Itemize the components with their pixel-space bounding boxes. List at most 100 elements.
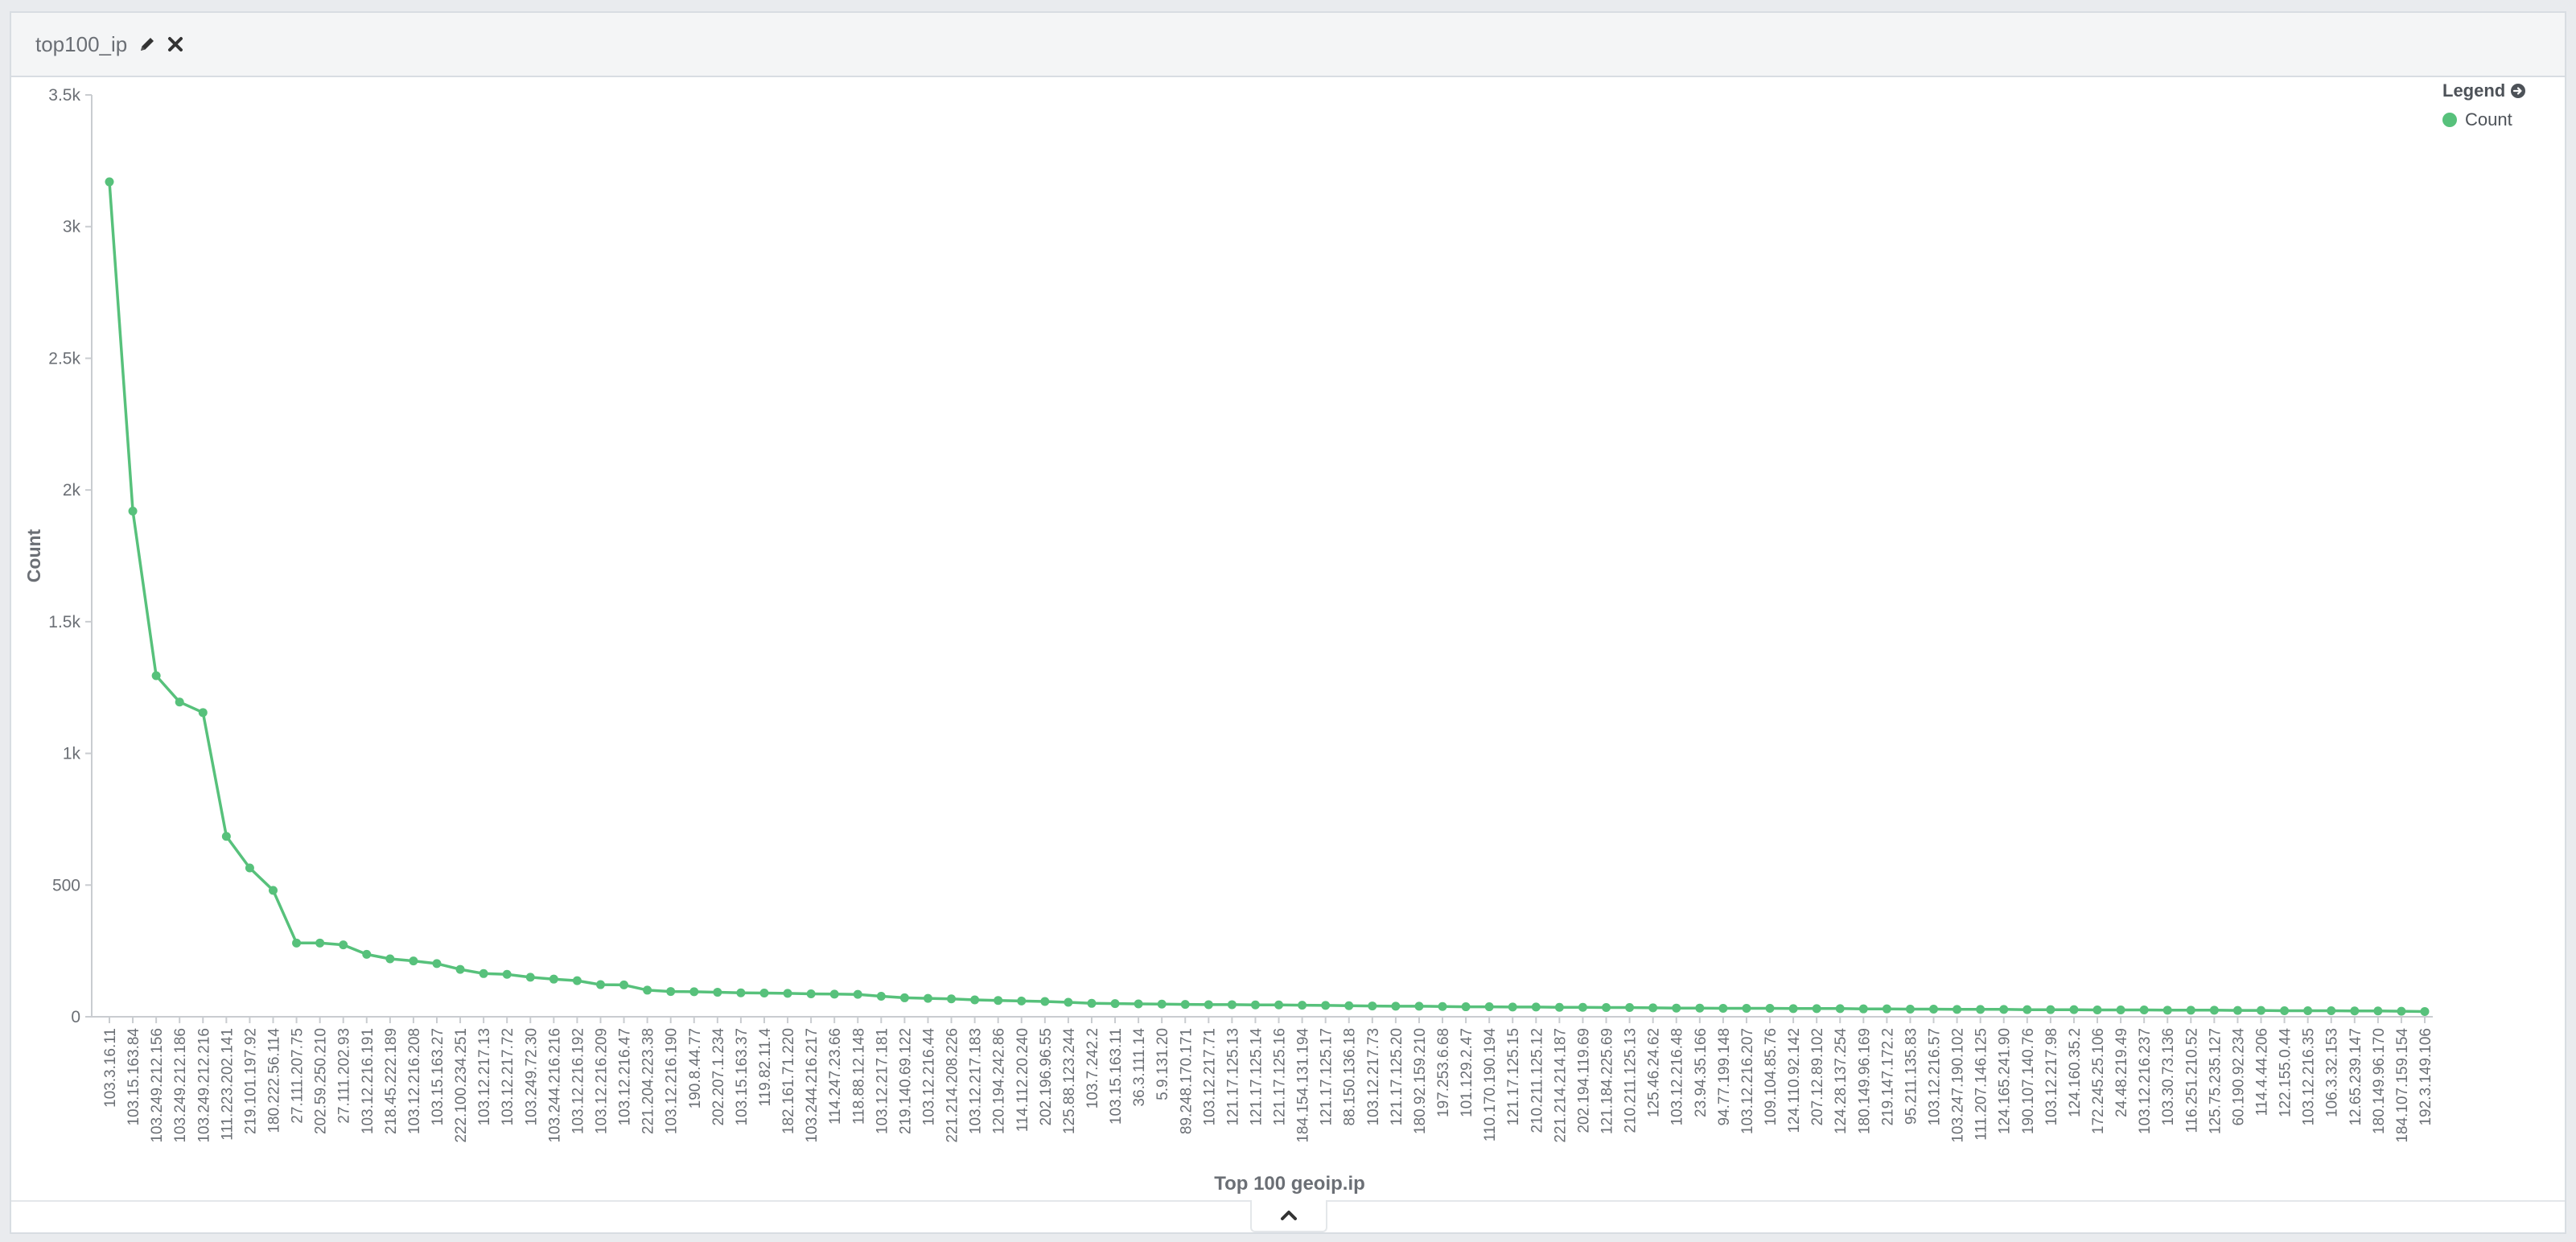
data-point bbox=[362, 949, 372, 959]
x-tick-label: 121.17.125.15 bbox=[1505, 1028, 1522, 1126]
x-tick-label: 24.48.219.49 bbox=[2113, 1028, 2130, 1117]
data-point bbox=[595, 980, 605, 989]
x-tick-label: 103.12.217.72 bbox=[500, 1028, 516, 1126]
x-tick-label: 124.165.241.90 bbox=[1997, 1028, 2014, 1134]
x-tick-label: 36.3.111.14 bbox=[1131, 1028, 1148, 1107]
x-tick-label: 103.12.216.191 bbox=[360, 1028, 377, 1134]
data-point bbox=[1321, 1001, 1331, 1010]
x-tick-label: 103.12.216.208 bbox=[406, 1028, 423, 1134]
x-tick-label: 103.15.163.84 bbox=[126, 1028, 142, 1126]
data-point bbox=[1040, 997, 1050, 1006]
data-point bbox=[2209, 1006, 2219, 1015]
data-point bbox=[2023, 1005, 2032, 1014]
visualization-panel: top100_ip 0 500 1k 1.5k 2k 2.5k 3k 3.5k Count 103… bbox=[10, 11, 2566, 1234]
x-tick-label: 103.12.216.237 bbox=[2137, 1028, 2154, 1134]
data-point bbox=[1672, 1003, 1681, 1013]
y-tick-label: 2.5k bbox=[48, 349, 80, 368]
data-point bbox=[572, 976, 582, 985]
data-point bbox=[455, 964, 465, 974]
data-point bbox=[151, 671, 161, 681]
data-point bbox=[128, 506, 138, 516]
x-tick-label: 103.12.216.48 bbox=[1669, 1028, 1686, 1126]
x-tick-label: 219.101.197.92 bbox=[242, 1028, 259, 1134]
data-point bbox=[432, 959, 442, 969]
x-tick-label: 121.17.125.20 bbox=[1389, 1028, 1405, 1126]
data-point bbox=[1484, 1002, 1494, 1012]
y-tick-label: 3.5k bbox=[48, 86, 80, 105]
x-tick-label: 202.196.96.55 bbox=[1038, 1028, 1055, 1126]
data-point bbox=[2046, 1005, 2055, 1014]
x-tick-label: 103.12.216.44 bbox=[920, 1028, 937, 1126]
x-tick-label: 125.75.235.127 bbox=[2207, 1028, 2224, 1134]
x-tick-label: 88.150.136.18 bbox=[1342, 1028, 1359, 1126]
data-point bbox=[1718, 1004, 1728, 1014]
x-tick-label: 118.88.12.148 bbox=[850, 1028, 867, 1125]
x-tick-label: 221.214.214.187 bbox=[1552, 1028, 1569, 1143]
arrow-circle-right-icon[interactable] bbox=[2510, 83, 2526, 99]
legend-header[interactable]: Legend bbox=[2442, 80, 2526, 101]
data-point bbox=[1508, 1002, 1517, 1012]
x-tick-label: 121.184.225.69 bbox=[1599, 1028, 1616, 1134]
x-tick-label: 210.211.125.13 bbox=[1623, 1028, 1640, 1133]
data-point bbox=[339, 940, 348, 950]
x-tick-label: 122.155.0.44 bbox=[2278, 1028, 2294, 1117]
x-tick-label: 116.251.210.52 bbox=[2183, 1028, 2200, 1133]
data-point bbox=[2303, 1006, 2313, 1015]
data-point bbox=[1274, 1000, 1284, 1010]
data-point bbox=[479, 969, 488, 978]
x-tick-label: 95.211.135.83 bbox=[1903, 1028, 1920, 1125]
data-point bbox=[1554, 1002, 1564, 1012]
x-tick-label: 103.244.216.217 bbox=[804, 1028, 821, 1143]
x-tick-label: 23.94.35.166 bbox=[1693, 1028, 1710, 1117]
data-point bbox=[1368, 1001, 1377, 1011]
data-point bbox=[1344, 1001, 1354, 1010]
data-point bbox=[899, 993, 909, 1002]
x-tick-label: 103.12.216.207 bbox=[1739, 1028, 1756, 1134]
x-tick-label: 27.111.202.93 bbox=[336, 1028, 353, 1124]
pencil-icon[interactable] bbox=[138, 35, 156, 53]
data-point bbox=[2280, 1006, 2290, 1015]
data-point bbox=[2373, 1006, 2383, 1016]
x-tick-label: 103.244.216.216 bbox=[546, 1028, 563, 1143]
x-tick-label: 106.3.32.153 bbox=[2324, 1028, 2341, 1117]
x-tick-label: 121.17.125.14 bbox=[1248, 1028, 1265, 1126]
collapse-toggle-button[interactable] bbox=[1250, 1200, 1327, 1232]
data-point bbox=[1999, 1005, 2009, 1014]
y-tick-label: 1k bbox=[63, 745, 81, 763]
data-point bbox=[1625, 1003, 1635, 1013]
data-point bbox=[1648, 1003, 1658, 1013]
data-point bbox=[1812, 1004, 1821, 1014]
legend-item-count[interactable]: Count bbox=[2442, 109, 2512, 130]
data-point bbox=[1882, 1004, 1891, 1014]
y-tick-label: 2k bbox=[63, 481, 81, 500]
x-tick-label: 124.110.92.142 bbox=[1786, 1028, 1803, 1133]
x-tick-label: 190.107.140.76 bbox=[2020, 1028, 2037, 1134]
x-tick-label: 121.17.125.16 bbox=[1272, 1028, 1289, 1126]
data-point bbox=[292, 938, 302, 948]
data-point bbox=[2350, 1006, 2360, 1016]
x-tick-label: 103.249.212.186 bbox=[172, 1028, 189, 1143]
x-tick-label: 180.222.56.114 bbox=[265, 1028, 282, 1133]
x-tick-label: 110.170.190.194 bbox=[1482, 1028, 1499, 1142]
data-point bbox=[923, 993, 932, 1003]
x-tick-label: 103.7.242.2 bbox=[1084, 1028, 1101, 1108]
x-tick-label: 121.17.125.17 bbox=[1319, 1028, 1335, 1126]
data-point bbox=[759, 989, 769, 998]
x-tick-label: 103.12.216.35 bbox=[2301, 1028, 2318, 1126]
data-point bbox=[1788, 1004, 1798, 1014]
x-tick-label: 125.46.24.62 bbox=[1646, 1028, 1663, 1117]
data-point bbox=[502, 969, 512, 979]
x-tick-label: 210.211.125.12 bbox=[1529, 1028, 1545, 1133]
data-point bbox=[175, 697, 184, 707]
data-point bbox=[1064, 997, 1073, 1007]
x-tick-label: 124.28.137.254 bbox=[1833, 1028, 1850, 1135]
data-point bbox=[1602, 1003, 1611, 1013]
close-icon[interactable] bbox=[167, 36, 183, 52]
x-tick-label: 125.88.123.244 bbox=[1061, 1028, 1078, 1135]
data-point bbox=[806, 989, 816, 999]
x-tick-label: 172.245.25.106 bbox=[2090, 1028, 2107, 1134]
x-tick-label: 103.12.217.181 bbox=[874, 1028, 891, 1134]
x-tick-label: 182.161.71.220 bbox=[780, 1028, 797, 1134]
data-point bbox=[1578, 1002, 1587, 1012]
data-point bbox=[619, 980, 629, 989]
